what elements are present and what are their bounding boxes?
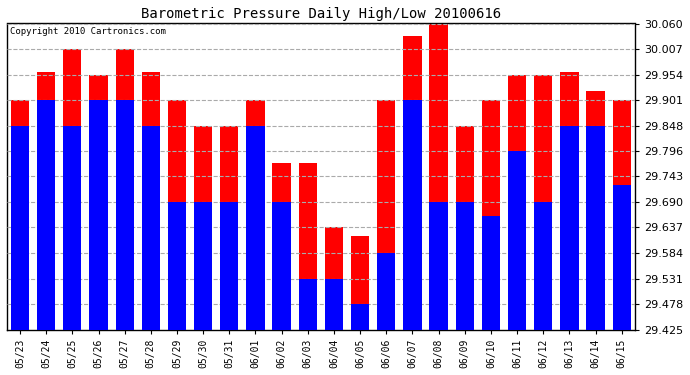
Bar xyxy=(246,100,265,330)
Bar xyxy=(508,75,526,330)
Bar xyxy=(273,164,290,330)
Bar xyxy=(351,236,369,330)
Bar xyxy=(429,24,448,330)
Bar xyxy=(299,164,317,330)
Bar xyxy=(482,100,500,330)
Bar xyxy=(429,202,448,330)
Bar xyxy=(534,75,553,330)
Bar xyxy=(220,202,239,330)
Bar xyxy=(586,126,604,330)
Bar xyxy=(613,100,631,330)
Title: Barometric Pressure Daily High/Low 20100616: Barometric Pressure Daily High/Low 20100… xyxy=(141,7,501,21)
Bar xyxy=(141,126,160,330)
Bar xyxy=(403,36,422,330)
Bar xyxy=(586,91,604,330)
Bar xyxy=(63,49,81,330)
Bar xyxy=(63,126,81,330)
Bar xyxy=(194,202,213,330)
Bar xyxy=(220,126,239,330)
Bar xyxy=(560,126,578,330)
Bar xyxy=(482,216,500,330)
Bar xyxy=(11,126,29,330)
Bar xyxy=(455,126,474,330)
Bar xyxy=(168,202,186,330)
Bar xyxy=(168,100,186,330)
Bar xyxy=(377,100,395,330)
Bar xyxy=(455,202,474,330)
Bar xyxy=(11,100,29,330)
Bar xyxy=(89,100,108,330)
Bar xyxy=(89,75,108,330)
Bar xyxy=(37,100,55,330)
Bar xyxy=(141,72,160,330)
Text: Copyright 2010 Cartronics.com: Copyright 2010 Cartronics.com xyxy=(10,27,166,36)
Bar xyxy=(299,279,317,330)
Bar xyxy=(560,72,578,330)
Bar xyxy=(325,228,343,330)
Bar xyxy=(115,100,134,330)
Bar xyxy=(194,126,213,330)
Bar xyxy=(377,253,395,330)
Bar xyxy=(534,202,553,330)
Bar xyxy=(351,304,369,330)
Bar xyxy=(403,100,422,330)
Bar xyxy=(246,126,265,330)
Bar xyxy=(273,202,290,330)
Bar xyxy=(508,151,526,330)
Bar xyxy=(37,72,55,330)
Bar xyxy=(325,279,343,330)
Bar xyxy=(115,49,134,330)
Bar xyxy=(613,185,631,330)
